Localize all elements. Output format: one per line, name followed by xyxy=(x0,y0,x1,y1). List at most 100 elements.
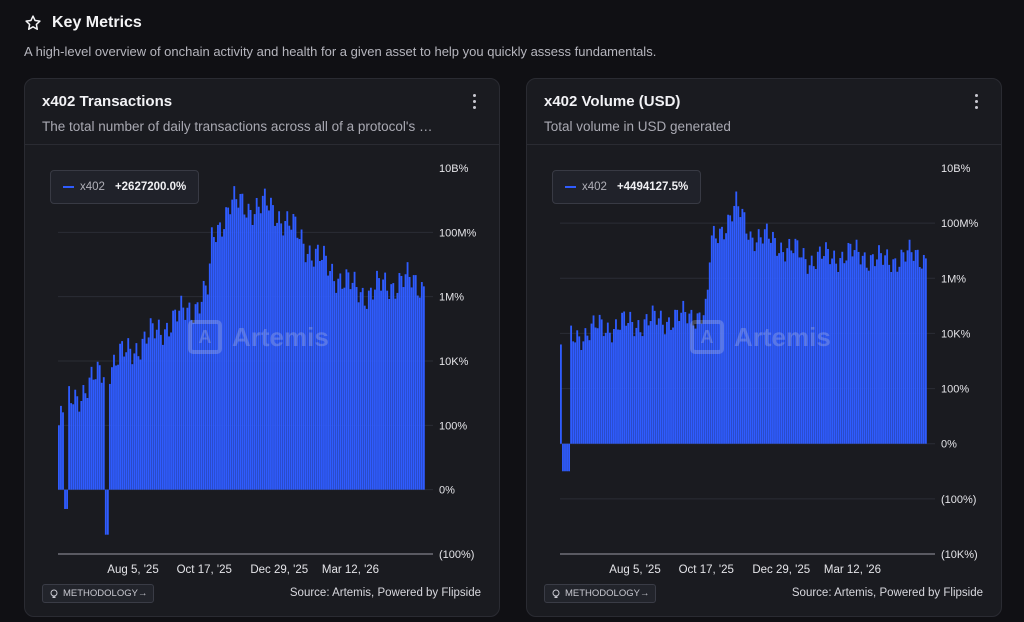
bar xyxy=(674,309,677,444)
page-subtitle: A high-level overview of onchain activit… xyxy=(24,44,657,59)
chart-legend: x402 +4494127.5% xyxy=(552,170,702,204)
bar xyxy=(382,279,385,490)
bar xyxy=(210,227,213,490)
bar xyxy=(806,273,809,444)
bar xyxy=(233,186,236,490)
bar xyxy=(902,252,905,444)
bar xyxy=(139,359,142,490)
bar xyxy=(157,319,160,490)
y-tick-label: 100% xyxy=(941,384,969,396)
bar xyxy=(70,403,73,490)
bar xyxy=(629,311,632,444)
bar xyxy=(708,262,711,444)
bar xyxy=(741,208,744,444)
bar xyxy=(613,329,615,444)
x-tick-label: Aug 5, '25 xyxy=(107,564,158,576)
bar xyxy=(688,313,691,444)
bar xyxy=(74,389,77,490)
source-text: Source: Artemis, Powered by Flipside xyxy=(791,587,983,599)
bar xyxy=(380,290,382,490)
bar xyxy=(896,271,899,444)
bar xyxy=(376,270,378,490)
bar xyxy=(135,343,138,490)
bar xyxy=(610,342,613,444)
bar xyxy=(586,335,589,444)
lightbulb-icon xyxy=(50,589,58,598)
chart-svg: 10B% 100M% 1M% 10K% 100% 0% (100%) (10K%) Aug 5,… xyxy=(560,163,979,576)
bar xyxy=(898,266,901,444)
bar xyxy=(920,268,923,444)
methodology-button[interactable]: METHODOLOGY→ xyxy=(544,584,657,603)
bar xyxy=(706,289,709,444)
bar xyxy=(855,239,858,444)
bar xyxy=(347,272,350,490)
y-tick-label: (100%) xyxy=(941,494,976,506)
bar xyxy=(604,332,607,444)
x-tick-label: Aug 5, '25 xyxy=(609,564,660,576)
bar xyxy=(155,329,158,490)
bar xyxy=(900,249,903,444)
bar xyxy=(763,229,766,444)
y-tick-label: 100M% xyxy=(941,218,979,230)
x-tick-label: Oct 17, '25 xyxy=(177,564,232,576)
bar xyxy=(916,249,919,444)
bar xyxy=(261,195,264,490)
bar xyxy=(259,213,262,490)
bar xyxy=(117,364,119,490)
bar xyxy=(786,248,789,444)
y-tick-label: 1M% xyxy=(941,273,966,285)
bar xyxy=(333,281,336,490)
bar xyxy=(647,325,650,444)
bar xyxy=(414,275,417,490)
y-tick-label: (10K%) xyxy=(941,549,978,561)
bar xyxy=(200,301,203,490)
bar xyxy=(408,276,411,490)
bar xyxy=(386,290,389,490)
x-tick-label: Dec 29, '25 xyxy=(250,564,308,576)
bar xyxy=(286,211,289,490)
bar xyxy=(833,250,836,444)
bar xyxy=(682,300,685,444)
bar xyxy=(853,250,856,444)
bar xyxy=(306,253,309,490)
bar xyxy=(680,312,683,444)
bar xyxy=(176,321,179,490)
bar xyxy=(196,302,199,490)
bar xyxy=(625,325,628,444)
bar xyxy=(121,341,124,490)
bar xyxy=(574,342,577,444)
bar xyxy=(302,243,305,490)
more-options-icon[interactable] xyxy=(471,94,477,112)
bar xyxy=(304,262,307,490)
bar xyxy=(906,250,909,444)
bar xyxy=(845,260,848,444)
bar xyxy=(588,340,591,444)
bar xyxy=(125,352,128,490)
methodology-button[interactable]: METHODOLOGY→ xyxy=(42,584,155,603)
bar xyxy=(560,344,562,444)
bar xyxy=(82,385,85,490)
bar xyxy=(592,315,595,444)
star-icon xyxy=(25,15,41,30)
more-options-icon[interactable] xyxy=(973,94,979,112)
bar xyxy=(753,251,756,444)
bar xyxy=(272,205,274,490)
bar xyxy=(759,237,762,444)
bar xyxy=(100,382,103,490)
bar xyxy=(161,344,164,490)
bar xyxy=(737,206,740,444)
bar xyxy=(694,328,697,444)
bar xyxy=(194,304,197,490)
bar xyxy=(290,229,293,490)
bar xyxy=(676,309,679,444)
bar xyxy=(792,253,795,444)
bar xyxy=(710,235,713,444)
bar xyxy=(66,489,68,509)
bar xyxy=(292,213,295,490)
bar xyxy=(800,257,803,444)
bar xyxy=(882,264,884,444)
y-tick-label: 100M% xyxy=(439,227,477,239)
bar xyxy=(206,294,209,490)
bar xyxy=(564,443,566,472)
bar xyxy=(223,229,225,490)
